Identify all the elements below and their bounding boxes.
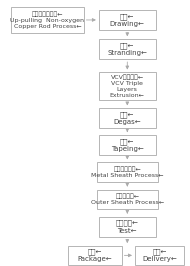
Bar: [68, 246, 122, 265]
Bar: [99, 72, 156, 101]
Bar: [99, 10, 156, 30]
Bar: [99, 39, 156, 59]
Text: 出厂←
Delivery←: 出厂← Delivery←: [142, 248, 177, 262]
Bar: [97, 162, 158, 182]
Text: VCV三层共挥←
VCV Triple
Layers
Extrusion←: VCV三层共挥← VCV Triple Layers Extrusion←: [110, 75, 145, 98]
Text: 金属护套加工←
Metal Sheath Process←: 金属护套加工← Metal Sheath Process←: [91, 167, 164, 178]
Text: 绕制←
Stranding←: 绕制← Stranding←: [107, 42, 147, 56]
Text: 拉丝←
Drawing←: 拉丝← Drawing←: [110, 13, 145, 27]
Bar: [11, 7, 84, 33]
Text: 产品试验←
Test←: 产品试验← Test←: [116, 220, 139, 234]
Bar: [99, 135, 156, 155]
Text: 脱气←
Degas←: 脱气← Degas←: [113, 111, 141, 125]
Bar: [97, 189, 158, 210]
Bar: [99, 217, 156, 237]
Bar: [135, 246, 184, 265]
Text: 外护套加工←
Outer Sheath Process←: 外护套加工← Outer Sheath Process←: [91, 194, 164, 205]
Text: 上拉无氧铜加工←
Up-pulling  Non-oxygen
Copper Rod Process←: 上拉无氧铜加工← Up-pulling Non-oxygen Copper Ro…: [10, 11, 85, 29]
Text: 绕包←
Tapeing←: 绕包← Tapeing←: [111, 138, 144, 152]
Text: 包装←
Package←: 包装← Package←: [78, 248, 112, 262]
Bar: [99, 109, 156, 128]
